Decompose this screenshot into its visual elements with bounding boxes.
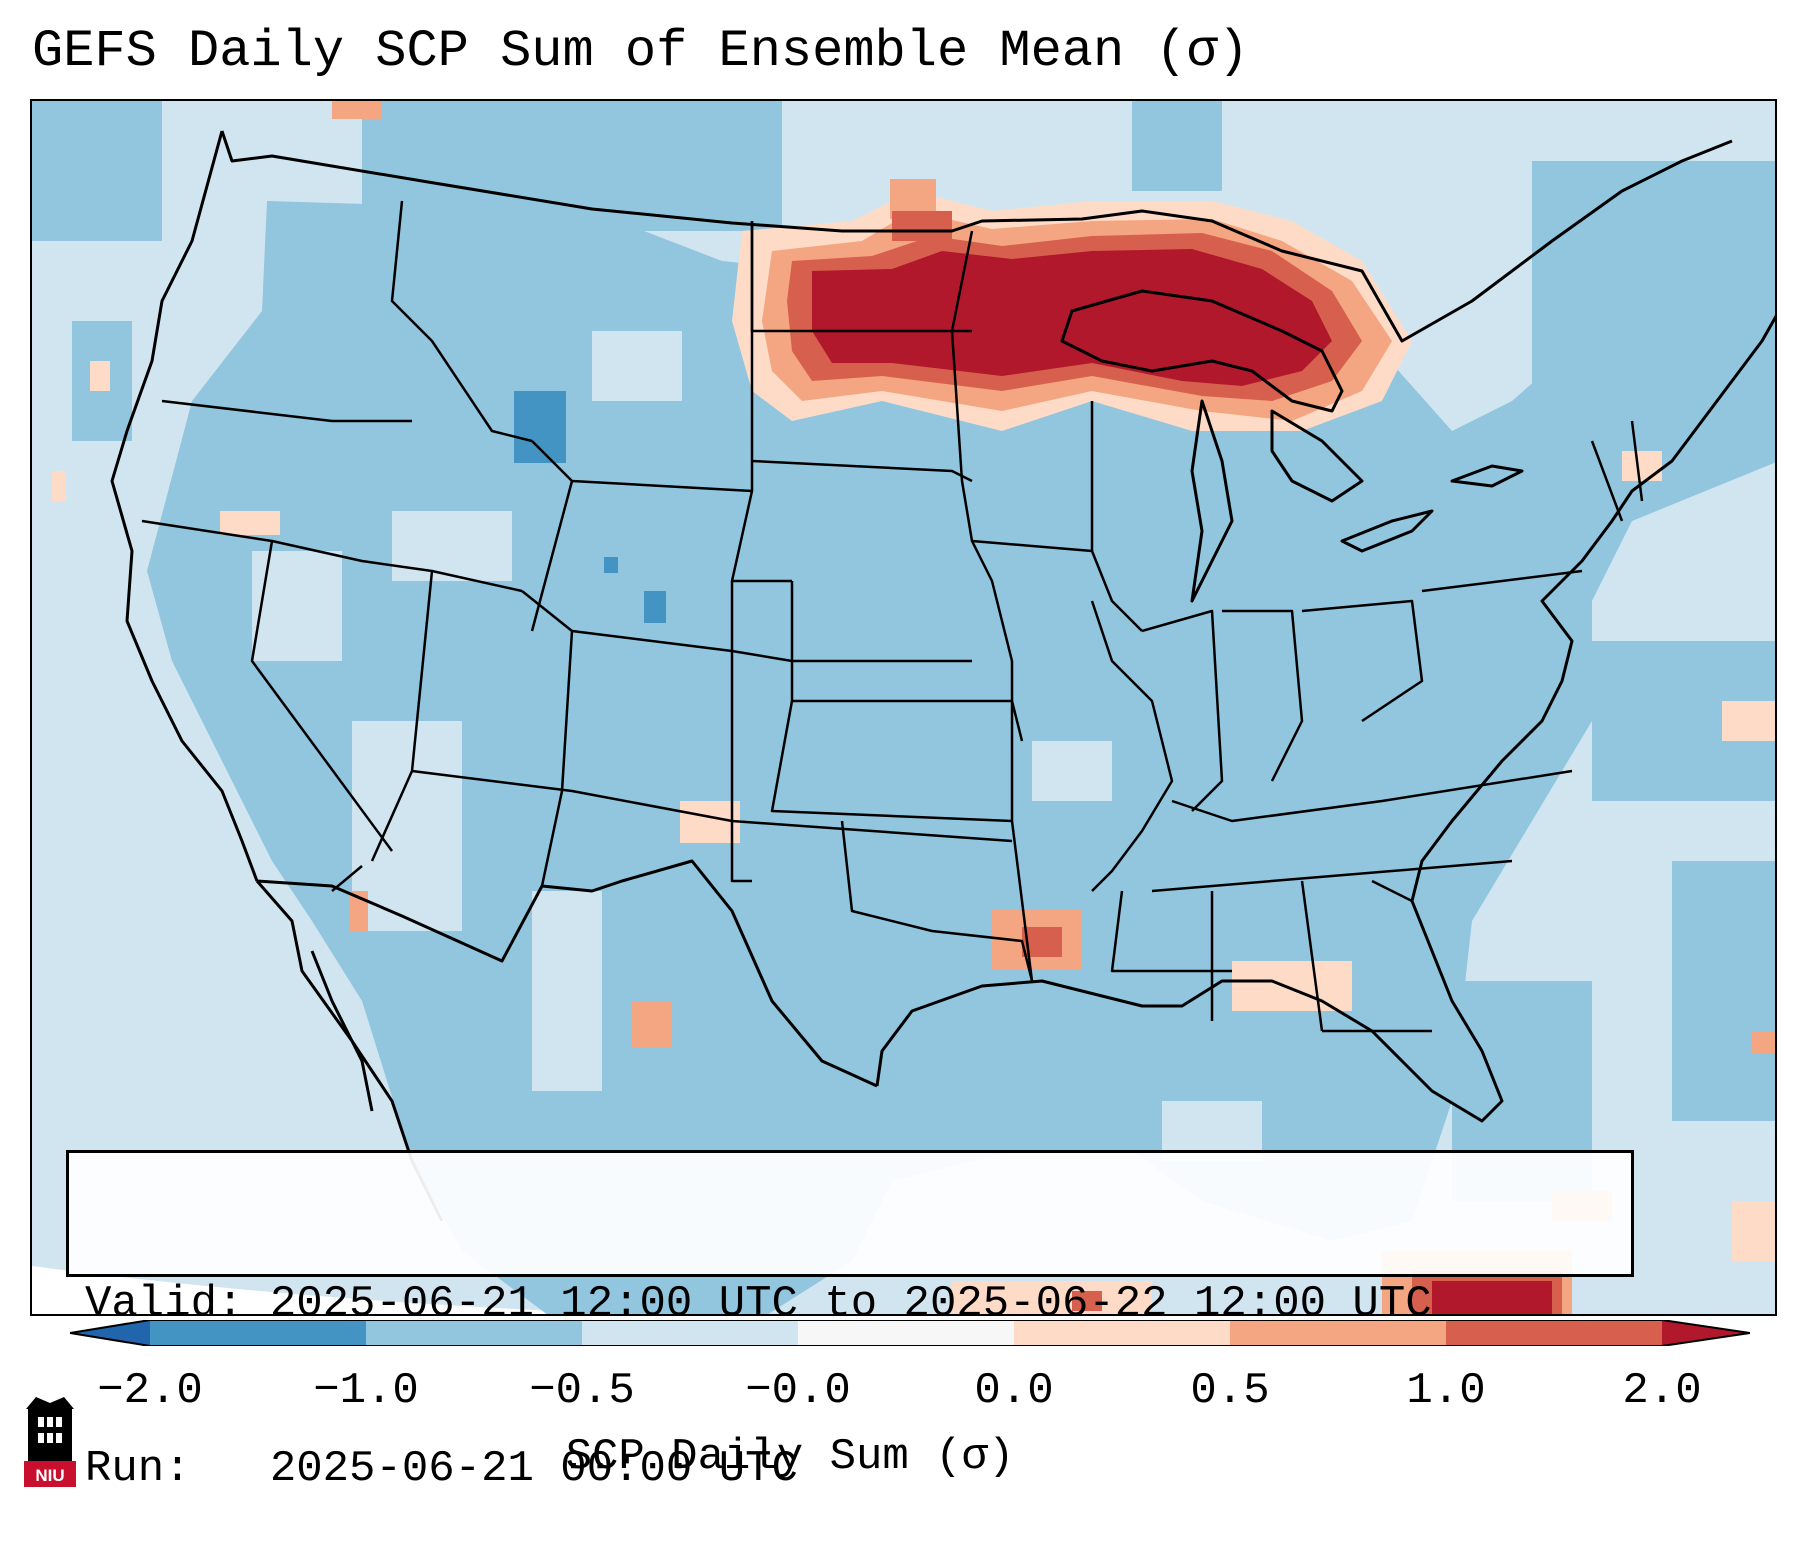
chart-title: GEFS Daily SCP Sum of Ensemble Mean (σ) (32, 22, 1249, 81)
colorbar-bin-7 (1446, 1320, 1662, 1346)
west-coastline (110, 130, 259, 882)
lake-superior (1060, 289, 1344, 413)
colorbar-bin-2 (366, 1320, 582, 1346)
or-ca-nv-border (141, 519, 523, 593)
lake-michigan (1190, 399, 1234, 603)
ks-ok-border (770, 700, 1013, 823)
colorbar-under (70, 1320, 150, 1346)
colorbar-bin-3 (582, 1320, 798, 1346)
logo-base (24, 1461, 76, 1487)
pa-ny-border (1421, 569, 1583, 593)
colorbar-tick: 2.0 (1622, 1366, 1702, 1416)
map-canvas (32, 101, 1775, 1314)
mississippi-river (1090, 600, 1174, 892)
ne-ks-border (790, 581, 1024, 742)
colorbar-label: SCP Daily Sum (σ) (565, 1432, 1015, 1482)
scp-positive-field (732, 179, 1412, 431)
scp-near-zero-patches (182, 141, 1262, 1161)
lake-ontario (1450, 464, 1524, 488)
logo-crown (26, 1397, 74, 1409)
colorbar-tick: −0.5 (529, 1366, 635, 1416)
vt-nh-border (1630, 420, 1644, 502)
colorbar-tick: 0.0 (974, 1366, 1054, 1416)
id-wy-border (530, 480, 574, 632)
colorbar-tick: −2.0 (97, 1366, 203, 1416)
ca-az-border (331, 865, 363, 892)
36n-border (411, 769, 1013, 843)
run-value: 2025-06-21 00:00 UTC (269, 1444, 798, 1494)
map-panel (30, 99, 1777, 1316)
in-oh-border (1222, 609, 1304, 782)
colorbar-bin-5 (1014, 1320, 1230, 1346)
mo-border-west (1010, 661, 1034, 982)
wa-or-border (161, 399, 412, 423)
run-label: Run: (85, 1444, 191, 1494)
colorbar-tick: −1.0 (313, 1366, 419, 1416)
il-in-border (1141, 609, 1224, 812)
colorbar-over (1662, 1320, 1750, 1346)
scp-strong-negative (514, 391, 666, 623)
us-canada-border (220, 130, 1733, 343)
ga-sc-border (1371, 879, 1413, 903)
border-lines (110, 130, 1775, 1222)
sd-ne-border (751, 459, 973, 483)
niu-logo: NIU (24, 1397, 76, 1487)
colorbar-bin-6 (1230, 1320, 1446, 1346)
ms-la-border (1110, 890, 1232, 973)
tn-south-border (1151, 859, 1513, 893)
baja-peninsula (310, 950, 374, 1112)
projection-edge (32, 1266, 620, 1314)
colorbar (70, 1320, 1750, 1346)
new-england-border (1590, 440, 1624, 522)
state-borders (141, 200, 1644, 1033)
scp-scattered-positive (52, 101, 1775, 1261)
lake-erie (1340, 509, 1434, 553)
east-coastline (1410, 315, 1775, 902)
mt-wy-border (531, 440, 753, 493)
al-ga-border (1300, 880, 1324, 1032)
us-mexico-border (256, 859, 878, 1088)
ia-mn-border (971, 539, 1143, 632)
colorbar-tick: −0.0 (745, 1366, 851, 1416)
colorbar-tick: 0.5 (1190, 1366, 1270, 1416)
ky-tn-border (1171, 769, 1573, 823)
oh-pa-border (1301, 599, 1424, 723)
logo-windows (38, 1417, 62, 1443)
ok-tx-border (840, 820, 1034, 982)
ca-nv-border (250, 540, 394, 852)
colorbar-bin-1 (150, 1320, 366, 1346)
run-line: Run: 2025-06-21 00:00 UTC (85, 1442, 1615, 1497)
colorbar-tick: 1.0 (1406, 1366, 1486, 1416)
colorbar-bin-4 (798, 1320, 1014, 1346)
logo-text: NIU (35, 1466, 64, 1485)
mt-nd-border (730, 221, 792, 583)
id-border (390, 200, 533, 443)
co-nm-border (730, 581, 752, 883)
ut-co-az-border (540, 630, 574, 887)
mn-dakotas-border (950, 230, 1014, 662)
nd-border (750, 221, 972, 333)
lake-huron (1270, 409, 1364, 503)
gulf-coastline (875, 900, 1504, 1123)
info-box: Valid: 2025-06-21 12:00 UTC to 2025-06-2… (66, 1150, 1634, 1494)
